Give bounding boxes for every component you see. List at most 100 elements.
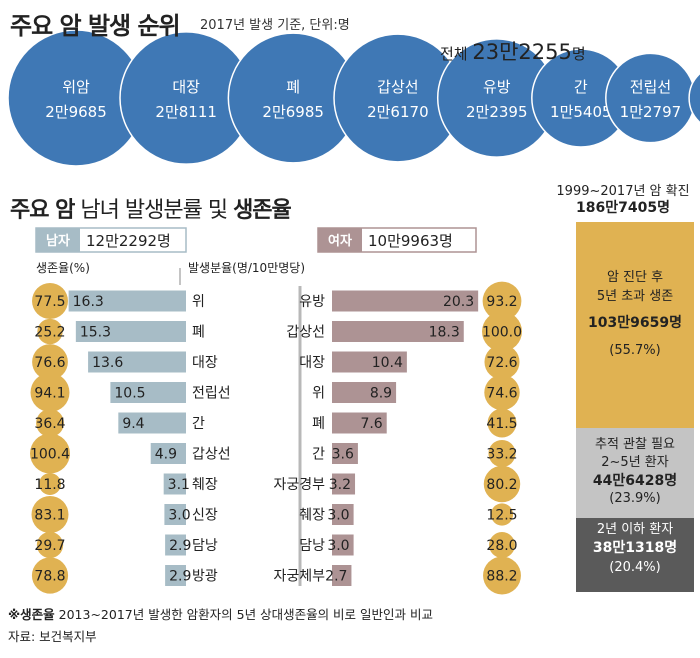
- box1-line2: 5년 초과 생존: [596, 289, 674, 304]
- female-survival-circle-1: [482, 311, 522, 352]
- side-header: 1999~2017년 암 확진 186만7405명: [548, 183, 698, 217]
- male-survival-value-4: 36.4: [34, 416, 65, 432]
- male-bar-value-2: 13.6: [92, 355, 123, 371]
- female-category-1: 갑상선: [286, 325, 325, 341]
- female-survival-circle-2: [484, 344, 520, 380]
- female-bar-value-8: 3.0: [327, 538, 349, 554]
- male-survival-circle-6: [39, 473, 61, 495]
- male-survival-circle-0: [32, 283, 68, 319]
- male-category-8: 담낭: [192, 538, 218, 554]
- female-survival-value-4: 41.5: [486, 416, 517, 432]
- total-value: 23만2255: [472, 40, 572, 64]
- female-category-6: 자궁경부: [273, 477, 325, 493]
- female-survival-circle-5: [488, 439, 516, 468]
- side-header-total: 186만7405명: [576, 200, 670, 216]
- female-bar-9: [332, 565, 352, 586]
- male-survival-value-6: 11.8: [34, 477, 65, 493]
- male-bar-value-5: 4.9: [155, 447, 177, 463]
- bubble-name-1: 대장: [172, 78, 200, 96]
- female-survival-value-8: 28.0: [486, 538, 517, 554]
- female-category-5: 간: [312, 447, 325, 463]
- female-bar-6: [332, 473, 356, 495]
- female-survival-circle-0: [482, 281, 522, 321]
- cancer-incidence-bubbles: 위암 2만9685 대장 2만8111 폐 2만6985 갑상선 2만6170 유방 2만2395…: [7, 29, 700, 167]
- male-bar-value-9: 2.9: [169, 569, 191, 585]
- bubble-name-2: 폐: [286, 78, 300, 96]
- female-survival-value-7: 12.5: [486, 508, 517, 524]
- box-under-2yr: 2년 이하 환자 38만1318명 (20.4%): [576, 518, 694, 592]
- female-bar-8: [332, 534, 354, 556]
- male-survival-circle-9: [31, 557, 69, 594]
- male-survival-circle-3: [30, 373, 70, 412]
- incidence-axis-label: 발생분율(명/10만명당): [188, 261, 305, 275]
- female-bar-value-0: 20.3: [443, 294, 474, 310]
- section-title: 주요 암 남녀 발생분률 및 생존율: [10, 192, 292, 224]
- male-survival-circle-4: [36, 409, 64, 437]
- box1-value: 103만9659명: [588, 315, 682, 331]
- male-survival-value-1: 25.2: [34, 325, 65, 341]
- box2-pct: (23.9%): [609, 491, 661, 506]
- male-bar-value-6: 3.1: [168, 477, 190, 493]
- male-survival-value-5: 100.4: [30, 447, 70, 463]
- male-category-0: 위: [192, 294, 205, 310]
- male-bar-value-7: 3.0: [168, 508, 190, 524]
- male-bar-1: [75, 321, 186, 342]
- female-survival-value-2: 72.6: [486, 355, 517, 371]
- box3-line1: 2년 이하 환자: [596, 522, 674, 537]
- female-category-7: 췌장: [299, 508, 325, 524]
- bubble-name-0: 위암: [62, 78, 90, 96]
- male-survival-circle-8: [36, 531, 64, 559]
- male-survival-value-0: 77.5: [34, 294, 65, 310]
- box1-line1: 암 진단 후: [606, 270, 664, 285]
- female-category-8: 담낭: [299, 538, 325, 554]
- bubble-value-2: 2만6985: [262, 103, 324, 121]
- bubble-7: [688, 72, 700, 124]
- female-chip-total: 10만9963명: [368, 232, 453, 250]
- female-bar-value-7: 3.0: [327, 508, 349, 524]
- side-header-line: 1999~2017년 암 확진: [556, 184, 690, 199]
- female-survival-value-0: 93.2: [486, 294, 517, 310]
- male-survival-circle-5: [30, 433, 70, 474]
- male-bar-5: [150, 443, 186, 464]
- box2-line1: 추적 관찰 필요: [594, 437, 676, 452]
- bubble-6: [605, 52, 696, 144]
- footnote-text: 2013~2017년 발생한 암환자의 5년 상대생존율의 비로 일반인과 비교: [54, 607, 433, 622]
- survival-axis-label: 생존율(%): [36, 261, 90, 275]
- box-5yr-survival: 암 진단 후 5년 초과 생존 103만9659명 (55.7%): [576, 222, 694, 428]
- section-title-bold: 생존율: [233, 198, 292, 223]
- male-survival-circle-1: [37, 318, 63, 345]
- male-category-5: 갑상선: [192, 447, 231, 463]
- female-survival-circle-7: [490, 503, 514, 526]
- female-survival-circle-3: [484, 374, 520, 411]
- female-survival-value-3: 74.6: [486, 386, 517, 402]
- female-category-3: 위: [312, 386, 325, 402]
- male-survival-value-2: 76.6: [34, 355, 65, 371]
- female-survival-circle-8: [489, 532, 515, 558]
- bubble-name-6: 전립선: [630, 78, 671, 96]
- section-title-mid: 남녀 발생분률 및: [80, 198, 228, 223]
- box2-value: 44만6428명: [592, 473, 678, 489]
- bubble-name-5: 간: [574, 78, 588, 96]
- male-bar-3: [110, 382, 186, 403]
- female-chip-label: 여자: [328, 233, 352, 249]
- source-note: 자료: 보건복지부: [8, 629, 97, 644]
- male-category-4: 간: [192, 416, 205, 432]
- male-bar-value-3: 10.5: [114, 386, 145, 402]
- female-category-4: 폐: [312, 416, 325, 432]
- female-category-9: 자궁체부: [273, 569, 325, 585]
- female-bar-value-3: 8.9: [370, 386, 392, 402]
- male-survival-value-8: 29.7: [34, 538, 65, 554]
- female-bar-value-9: 2.7: [325, 569, 347, 585]
- female-survival-circle-9: [483, 556, 521, 595]
- male-survival-circle-2: [32, 344, 68, 380]
- female-survival-circle-4: [487, 408, 517, 438]
- male-bar-4: [118, 412, 186, 434]
- box-followup: 추적 관찰 필요 2~5년 환자 44만6428명 (23.9%): [576, 428, 694, 518]
- female-bar-value-5: 3.6: [332, 447, 354, 463]
- male-bar-6: [163, 473, 186, 495]
- female-bar-value-4: 7.6: [360, 416, 382, 432]
- bubble-name-3: 갑상선: [377, 78, 418, 96]
- female-bar-value-6: 3.2: [329, 477, 351, 493]
- bubble-value-4: 2만2395: [466, 103, 528, 121]
